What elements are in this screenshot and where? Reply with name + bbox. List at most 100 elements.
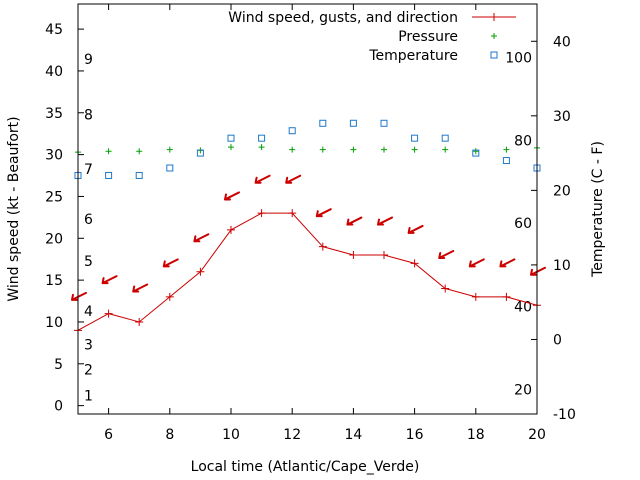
beaufort-label: 1 — [84, 389, 93, 405]
y-left-tick-label: 5 — [54, 357, 63, 373]
wind-direction-arrow — [224, 191, 240, 201]
beaufort-label: 4 — [84, 304, 93, 320]
legend-pressure-marker — [491, 33, 497, 39]
pressure-point — [319, 146, 326, 153]
wind-direction-arrow — [530, 266, 546, 276]
x-tick-label: 20 — [528, 427, 546, 443]
temperature-point — [502, 157, 510, 165]
pressure-point — [411, 146, 418, 153]
wind-direction-arrow — [193, 233, 210, 243]
temperature-point — [166, 164, 174, 172]
y-right-tick-label: 30 — [553, 109, 571, 125]
y-right-tick-label: -10 — [553, 407, 576, 423]
y-right-tick-label: 20 — [553, 183, 571, 199]
y-left-tick-label: 20 — [45, 231, 63, 247]
y-left-tick-label: 25 — [45, 189, 63, 205]
tick-labels: 6 8 10 12 14 16 18 20051015202530354045-1001020… — [45, 22, 576, 443]
y-left-tick-label: 0 — [54, 399, 63, 415]
wind-direction-arrow — [468, 258, 485, 268]
temperature-point — [472, 149, 480, 157]
legend: Wind speed, gusts, and direction Pressure… — [228, 10, 516, 64]
x-tick-label: 16 — [406, 427, 424, 443]
temperature-point — [288, 127, 296, 135]
temperature-point — [380, 119, 388, 127]
beaufort-label: 3 — [84, 338, 93, 354]
wind-direction-arrow — [315, 208, 332, 218]
temperature-point — [196, 149, 204, 157]
wind-speed-point — [502, 292, 511, 301]
wind-direction-arrow — [407, 224, 424, 234]
pressure-point — [105, 148, 112, 155]
legend-temperature-marker — [490, 51, 498, 59]
pressure-point — [503, 146, 510, 153]
wind-direction-arrow — [285, 174, 302, 184]
wind-speed-line — [77, 212, 538, 331]
y-right-tick-label: 10 — [553, 258, 571, 274]
temperature-point — [349, 119, 357, 127]
wind-direction-arrow — [499, 258, 516, 268]
wind-speed-point — [288, 209, 297, 218]
pressure-point — [136, 148, 143, 155]
beaufort-label: 9 — [84, 52, 93, 68]
x-axis-label: Local time (Atlantic/Cape_Verde) — [191, 459, 420, 475]
beaufort-label: 5 — [84, 254, 93, 270]
legend-label: Pressure — [398, 29, 458, 45]
wind-direction-arrow — [101, 275, 118, 285]
fahrenheit-label: 80 — [514, 133, 532, 149]
pressure-point — [472, 148, 479, 155]
x-tick-label: 6 — [104, 427, 113, 443]
temperature-point — [227, 134, 235, 142]
temperature-point — [258, 134, 266, 142]
wind-speed-point — [380, 251, 388, 260]
y-left-tick-label: 15 — [45, 273, 63, 289]
wind-speed-point — [104, 309, 113, 318]
legend-wind-marker — [490, 13, 498, 21]
plot-frame — [77, 3, 538, 415]
fahrenheit-label: 100 — [505, 51, 532, 67]
wind-direction-arrow — [254, 174, 271, 184]
y-axis-right-label: Temperature (C - F) — [590, 141, 606, 278]
temperature-point — [319, 119, 327, 127]
wind-direction-arrow — [132, 283, 149, 293]
wind-speed-point — [471, 292, 480, 301]
wind-speed-point — [227, 225, 235, 234]
temperature-point — [105, 171, 113, 179]
x-tick-label: 14 — [344, 427, 362, 443]
beaufort-label: 6 — [84, 212, 93, 228]
legend-label: Wind speed, gusts, and direction — [228, 10, 458, 26]
pressure-point — [166, 146, 173, 153]
secondary-scales: 1 2 3 4 5 6 7 8 9 20 40 60 80 100 — [84, 51, 532, 405]
y-right-tick-label: 40 — [553, 34, 571, 50]
fahrenheit-label: 20 — [514, 382, 532, 398]
y-axis-left-label: Wind speed (kt - Beaufort) — [6, 116, 22, 301]
wind-speed-point — [441, 284, 450, 293]
y-left-tick-label: 45 — [45, 22, 63, 38]
wind-direction-arrow — [162, 258, 179, 268]
y-left-tick-label: 10 — [45, 315, 63, 331]
fahrenheit-label: 40 — [514, 300, 532, 316]
wind-speed-point — [410, 259, 419, 268]
y-left-tick-label: 40 — [45, 64, 63, 80]
pressure-point — [381, 146, 387, 153]
wind-speed-point — [257, 209, 266, 218]
pressure-point — [350, 146, 357, 153]
wind-speed-point — [135, 317, 144, 326]
wind-direction-arrow — [71, 291, 87, 301]
y-right-tick-label: 0 — [553, 332, 562, 348]
wind-speed-point — [196, 267, 205, 276]
y-left-tick-label: 30 — [45, 148, 63, 164]
wind-direction-arrow — [438, 250, 455, 260]
x-tick-label: 10 — [222, 427, 240, 443]
pressure-point — [289, 146, 296, 153]
temperature-point — [441, 134, 449, 142]
beaufort-label: 7 — [84, 162, 93, 178]
temperature-point — [135, 171, 143, 179]
pressure-point — [228, 144, 234, 151]
fahrenheit-label: 60 — [514, 216, 532, 232]
wind-direction-arrow — [377, 216, 393, 226]
wind-speed-point — [318, 242, 327, 251]
x-tick-label: 12 — [283, 427, 301, 443]
tick-marks — [78, 4, 538, 415]
beaufort-label: 2 — [84, 363, 93, 379]
